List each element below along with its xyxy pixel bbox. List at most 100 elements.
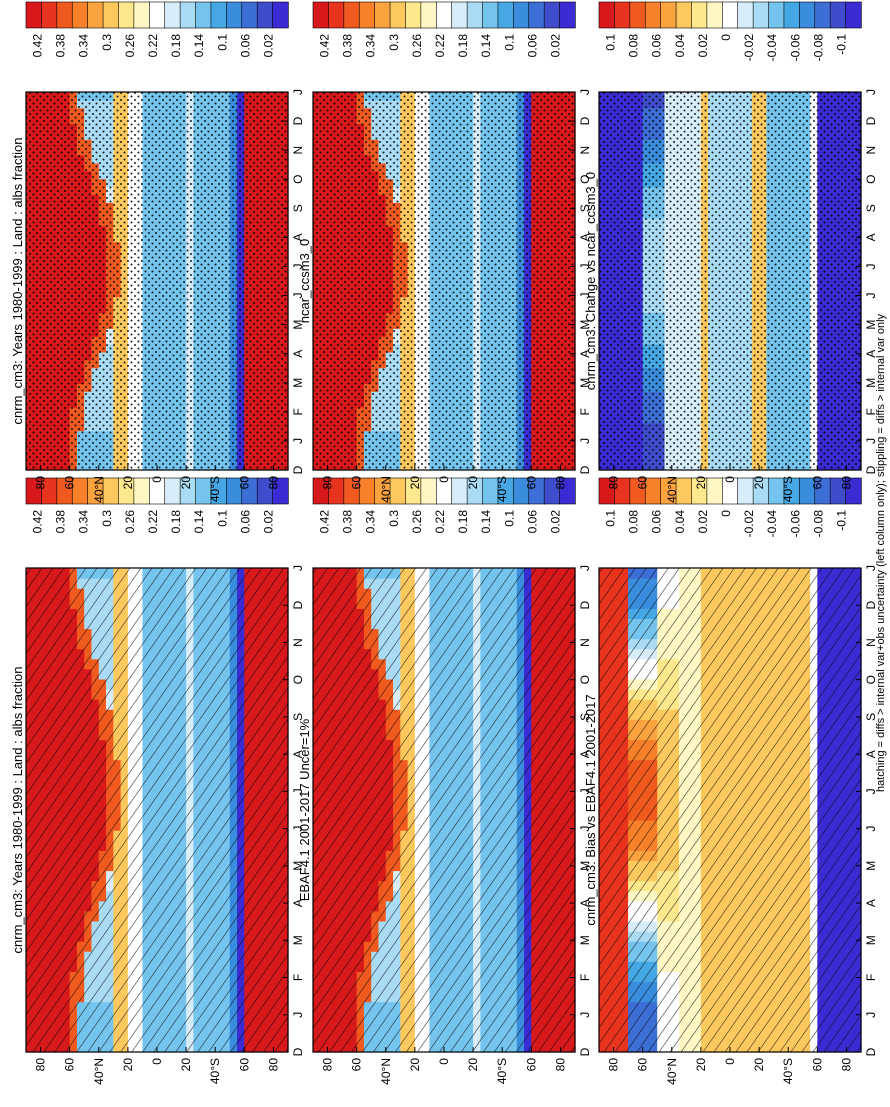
colorbar-swatch	[148, 1, 166, 29]
x-tick-label: M	[578, 861, 592, 871]
y-tick-label: 60	[350, 476, 364, 490]
x-tick-label: D	[291, 465, 305, 474]
x-tick-label: A	[864, 750, 878, 758]
colorbar-6: 0.1 0.08 0.06 0.04 0.02 0 -0.02 -0.04 -0.06 -0.08…	[598, 1, 862, 61]
colorbar-label: 0.38	[341, 34, 355, 58]
x-tick-label: O	[864, 175, 878, 184]
y-tick-label: 80	[839, 476, 853, 490]
y-tick-label: 40°S	[208, 476, 222, 502]
colorbar-swatch	[420, 1, 437, 29]
colorbar-label: 0.38	[341, 510, 355, 534]
x-tick-label: A	[291, 750, 305, 758]
y-tick-label: 20	[408, 476, 422, 490]
x-tick-label: J	[291, 293, 305, 299]
figure-note: hatching = diffs > internal var+obs unce…	[875, 313, 887, 792]
colorbar-label: 0.06	[239, 34, 253, 58]
colorbar-swatch	[559, 477, 576, 505]
x-tick-label: J	[578, 565, 592, 571]
colorbar-swatch	[133, 477, 150, 505]
colorbar-swatch	[389, 1, 407, 29]
colorbar-label: 0.02	[262, 510, 276, 534]
y-tick-label: 20	[466, 476, 480, 490]
y-tick-label: 80	[266, 476, 280, 490]
x-tick-label: O	[578, 675, 592, 684]
hatching-overlay	[26, 568, 288, 1052]
y-tick-label: 20	[694, 476, 708, 490]
y-tick-label: 20	[179, 476, 193, 490]
y-tick-label: 60	[350, 1058, 364, 1072]
x-tick-label: A	[578, 233, 592, 241]
panel-title: cnrm_cm3: Change vs ncar_ccsm3_0	[583, 172, 598, 390]
x-tick-label: S	[864, 204, 878, 212]
colorbar-swatch	[845, 477, 862, 505]
colorbar-swatch	[133, 1, 150, 29]
x-tick-label: D	[578, 1047, 592, 1056]
colorbar-label: 0.14	[479, 510, 493, 534]
panel-2: 80 60 40°N 20 0 20 40°S 60 80 D J F M A M J J A S O N D Jcnrm_…	[10, 89, 305, 503]
colorbar-label: 0.18	[169, 34, 183, 58]
y-tick-label: 20	[179, 1058, 193, 1072]
x-tick-label: M	[864, 378, 878, 388]
x-tick-label: J	[864, 438, 878, 444]
colorbar-swatch	[420, 477, 437, 505]
colorbar-3: 0.42 0.38 0.34 0.3 0.26 0.22 0.18 0.14 0.1 0.06 0.…	[312, 477, 576, 534]
colorbar-swatch	[226, 1, 243, 29]
y-tick-label: 60	[636, 1058, 650, 1072]
x-tick-label: F	[291, 974, 305, 981]
colorbar-label: 0.34	[364, 34, 378, 58]
panel-title: cnrm_cm3: Years 1980-1999 : Land : albs …	[10, 138, 25, 425]
y-tick-label: 80	[34, 1058, 48, 1072]
x-tick-label: M	[578, 378, 592, 388]
x-tick-label: A	[291, 233, 305, 241]
y-tick-label: 60	[524, 476, 538, 490]
colorbar-label: 0.34	[364, 510, 378, 534]
hatching-overlay	[599, 568, 861, 1052]
x-tick-label: D	[291, 601, 305, 610]
colorbar-swatch	[56, 1, 73, 29]
colorbar-2: 0.42 0.38 0.34 0.3 0.26 0.22 0.18 0.14 0.1 0.06 0.…	[25, 1, 289, 58]
colorbar-label: 0.08	[627, 34, 641, 58]
x-tick-label: J	[864, 788, 878, 794]
colorbar-label: 0.22	[146, 510, 160, 534]
y-tick-label: 0	[723, 1058, 737, 1065]
colorbar-swatch	[497, 1, 515, 29]
y-tick-label: 60	[237, 476, 251, 490]
colorbar-label: 0.18	[456, 34, 470, 58]
x-tick-label: J	[291, 1012, 305, 1018]
colorbar-label: 0.34	[77, 34, 91, 58]
colorbar-swatch	[660, 1, 677, 29]
colorbar-swatch	[118, 1, 135, 29]
colorbar-label: 0.3	[387, 510, 401, 527]
y-tick-label: 60	[237, 1058, 251, 1072]
x-tick-label: J	[578, 293, 592, 299]
colorbar-label: 0.1	[603, 34, 617, 51]
x-tick-label: D	[864, 465, 878, 474]
x-tick-label: D	[864, 116, 878, 125]
x-tick-label: A	[864, 350, 878, 358]
colorbar-label: -0.1	[835, 510, 849, 531]
y-tick-label: 80	[553, 1058, 567, 1072]
colorbar-label: 0.3	[387, 34, 401, 51]
x-tick-label: J	[864, 826, 878, 832]
x-tick-label: M	[864, 320, 878, 330]
x-tick-label: J	[578, 788, 592, 794]
colorbar-label: 0.06	[526, 34, 540, 58]
colorbar-label: 0	[719, 34, 733, 41]
x-tick-label: J	[291, 826, 305, 832]
y-tick-label: 40°N	[379, 476, 393, 503]
x-tick-label: N	[864, 146, 878, 155]
x-tick-label: S	[291, 713, 305, 721]
colorbar-4: 0.42 0.38 0.34 0.3 0.26 0.22 0.18 0.14 0.1 0.06 0.…	[312, 1, 576, 58]
colorbar-swatch	[435, 1, 453, 29]
x-tick-label: M	[578, 935, 592, 945]
colorbar-swatch	[799, 1, 816, 29]
y-tick-label: 60	[63, 1058, 77, 1072]
colorbar-swatch	[829, 1, 847, 29]
colorbar-swatch	[768, 1, 785, 29]
x-tick-label: N	[864, 638, 878, 647]
y-tick-label: 40°N	[665, 1058, 679, 1085]
x-tick-label: J	[291, 438, 305, 444]
x-tick-label: D	[291, 116, 305, 125]
colorbar-label: 0.22	[146, 34, 160, 58]
y-tick-label: 60	[63, 476, 77, 490]
